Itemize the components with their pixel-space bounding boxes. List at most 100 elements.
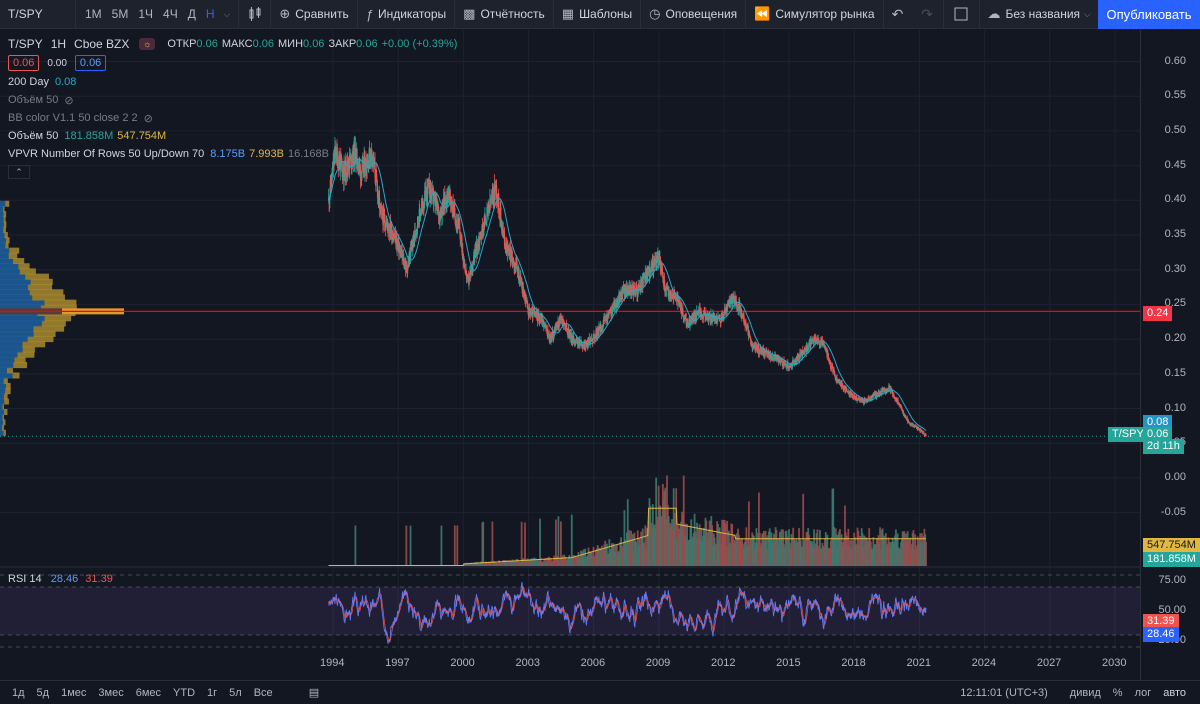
candle-body	[678, 298, 680, 302]
candle-body	[522, 286, 524, 295]
chevron-down-icon[interactable]: ⌵	[223, 8, 231, 19]
range-all[interactable]: Все	[253, 686, 273, 699]
candle-body	[348, 166, 350, 170]
range-1y[interactable]: 1г	[207, 686, 218, 699]
volume-row[interactable]: Объём 50 181.858M 547.754M	[8, 127, 461, 145]
candle-body	[445, 204, 448, 206]
volume-bar	[539, 518, 541, 566]
legend-symbol[interactable]: T/SPY	[8, 37, 43, 51]
range-1d[interactable]: 1д	[12, 686, 25, 699]
range-5y[interactable]: 5л	[229, 686, 242, 699]
range-1m[interactable]: 1мес	[61, 686, 87, 699]
candle-body	[676, 296, 678, 300]
candle-body	[559, 315, 562, 320]
candle-body	[551, 331, 554, 333]
vpvr-down-bar	[13, 362, 28, 369]
alerts-button[interactable]: ◷ Оповещения	[641, 0, 747, 28]
range-ytd[interactable]: YTD	[173, 686, 196, 699]
buy-button[interactable]: 0.06	[74, 55, 107, 71]
eye-crossed-icon[interactable]: ⊘	[64, 94, 74, 107]
auto-toggle[interactable]: авто	[1163, 687, 1186, 699]
vpvr-up-bar	[0, 200, 6, 207]
volume-bar	[582, 549, 585, 566]
candle-body	[340, 154, 342, 161]
candle-body	[786, 365, 788, 366]
price-chart[interactable]	[0, 30, 1140, 680]
candle-body	[392, 237, 395, 240]
candle-body	[668, 292, 671, 297]
interval-1h[interactable]: 1Ч	[138, 7, 154, 21]
eye-crossed-icon[interactable]: ⊘	[143, 112, 153, 125]
candle-body	[453, 205, 455, 208]
interval-5m[interactable]: 5M	[111, 7, 129, 21]
candle-body	[833, 370, 835, 371]
candles-icon[interactable]	[239, 0, 272, 28]
candle-body	[848, 391, 850, 395]
compare-button[interactable]: ⊕ Сравнить	[271, 0, 358, 28]
rsi-legend[interactable]: RSI 14 28.46 31.39	[8, 573, 113, 585]
interval-d[interactable]: Д	[187, 7, 196, 21]
rsi-axis-label: 50.00	[1158, 604, 1186, 616]
candle-body	[843, 386, 846, 389]
range-5d[interactable]: 5д	[36, 686, 50, 699]
sell-button[interactable]: 0.06	[8, 55, 40, 71]
candle-body	[863, 403, 865, 404]
candle-body	[879, 391, 881, 395]
candle-body	[532, 309, 534, 313]
range-3m[interactable]: 3мес	[98, 686, 124, 699]
ma-row[interactable]: 200 Day 0.08	[8, 73, 461, 91]
redo-icon[interactable]: ↷	[912, 0, 944, 28]
candle-body	[799, 352, 801, 356]
interval-w[interactable]: Н	[205, 7, 215, 21]
vpvr-up-bar	[0, 424, 2, 431]
percent-toggle[interactable]: %	[1112, 687, 1123, 699]
candle-body	[469, 273, 471, 275]
vpvr-down-bar	[5, 200, 10, 207]
market-status-icon[interactable]: ☼	[139, 38, 156, 50]
log-toggle[interactable]: лог	[1134, 687, 1152, 699]
candle-body	[743, 319, 745, 322]
candle-body	[841, 383, 843, 386]
range-6m[interactable]: 6мес	[135, 686, 162, 699]
candle-body	[555, 324, 557, 326]
goto-date-icon[interactable]: ▤	[308, 687, 320, 699]
collapse-legend-button[interactable]: ⌃	[8, 165, 30, 179]
candle-body	[766, 352, 768, 356]
candle-body	[699, 307, 701, 311]
adjust-dividends-toggle[interactable]: дивид	[1069, 687, 1101, 699]
candle-body	[384, 215, 386, 223]
chart-pane[interactable]	[0, 30, 1140, 680]
undo-icon[interactable]: ↶	[891, 5, 904, 22]
candle-body	[814, 338, 816, 341]
publish-button[interactable]: Опубликовать	[1098, 0, 1200, 29]
interval-1m[interactable]: 1M	[85, 7, 102, 21]
fx-icon: ƒ	[365, 6, 373, 22]
replay-button[interactable]: ⏪ Симулятор рынка	[746, 0, 884, 28]
symbol-search[interactable]: T/SPY	[0, 0, 76, 28]
vpvr-up-bar	[0, 346, 23, 353]
hidden-volume-row[interactable]: Объём 50 ⊘	[8, 91, 461, 109]
candle-body	[864, 401, 866, 403]
candle-body	[864, 399, 867, 402]
candle-body	[480, 237, 483, 238]
interval-4h[interactable]: 4Ч	[163, 7, 178, 21]
candle-body	[582, 346, 584, 348]
templates-button[interactable]: ▦ Шаблоны	[554, 0, 642, 28]
vpvr-row[interactable]: VPVR Number Of Rows 50 Up/Down 70 8.175B…	[8, 145, 461, 163]
vpvr-up-bar	[0, 367, 7, 374]
layout-name-button[interactable]: ☁ Без названия ⌵	[980, 0, 1102, 28]
vpvr-up-bar	[0, 299, 45, 306]
candle-body	[792, 360, 794, 364]
fullscreen-layout-icon[interactable]	[944, 0, 980, 28]
candle-body	[625, 285, 627, 293]
candle-body	[789, 367, 791, 368]
candle-body	[503, 231, 505, 234]
clock-label[interactable]: 12:11:01 (UTC+3)	[960, 687, 1048, 699]
low-value: 0.06	[303, 38, 325, 50]
volume-bar	[520, 521, 523, 566]
candle-body	[807, 347, 809, 350]
financials-button[interactable]: ▩ Отчётность	[455, 0, 554, 28]
indicators-button[interactable]: ƒ Индикаторы	[358, 0, 456, 28]
price-axis[interactable]: 0.60 0.55 0.50 0.45 0.40 0.35 0.30 0.25 0.20 0.15…	[1140, 30, 1200, 680]
hidden-bb-row[interactable]: BB color V1.1 50 close 2 2 ⊘	[8, 109, 461, 127]
